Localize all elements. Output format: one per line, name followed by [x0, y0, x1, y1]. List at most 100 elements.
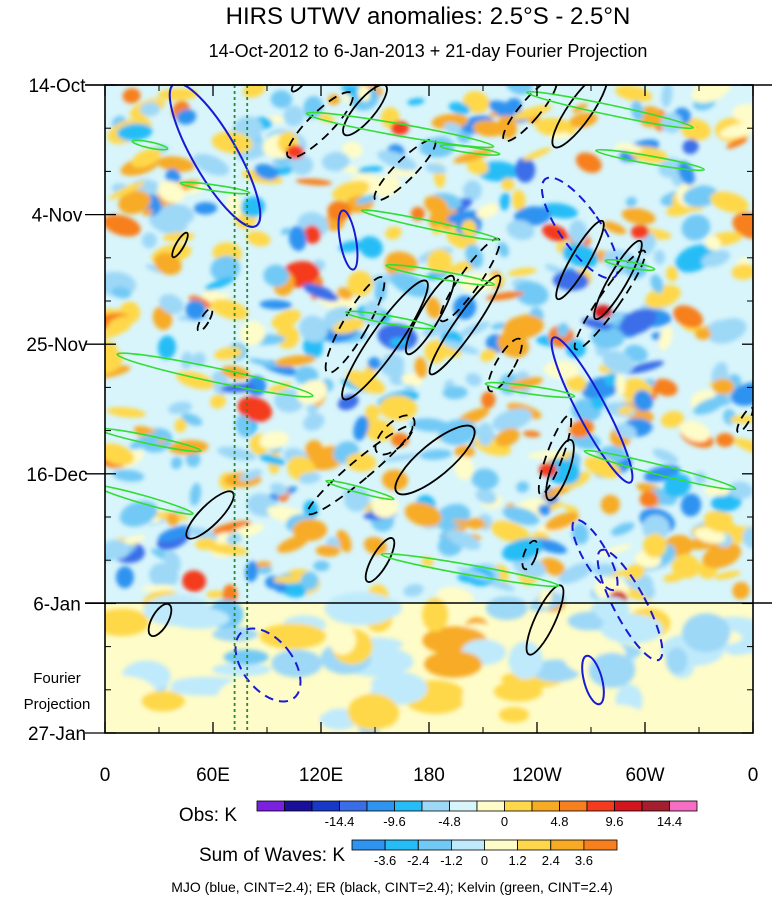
mjo-contour: [596, 548, 664, 662]
colorbar-swatch: [284, 800, 313, 812]
mjo-contour: [581, 654, 605, 706]
kelvin-contour: [305, 111, 495, 149]
anomaly-patch: [193, 202, 218, 215]
kelvin-contour: [325, 479, 395, 501]
projection-patch: [424, 650, 482, 678]
anomaly-patch: [512, 189, 526, 211]
anomaly-patch: [140, 584, 176, 592]
anomaly-patch: [277, 535, 309, 553]
anomaly-patch: [305, 440, 324, 460]
projection-patch: [666, 647, 688, 675]
anomaly-patch: [115, 566, 134, 589]
anomaly-patch: [315, 545, 341, 557]
anomaly-patch: [712, 378, 735, 395]
er-contour: [394, 424, 476, 496]
anomaly-patch: [206, 543, 248, 556]
anomaly-patch: [714, 570, 741, 580]
projection-patch: [251, 714, 273, 733]
anomaly-patch: [122, 88, 141, 104]
anomaly-patch: [346, 370, 386, 394]
anomaly-patch: [246, 231, 271, 247]
colorbar-tick-label: -4.8: [438, 814, 460, 829]
anomaly-patch: [596, 544, 633, 557]
y-tick-label: 25-Nov: [26, 335, 88, 356]
anomaly-patch: [475, 488, 497, 505]
anomaly-patch: [300, 571, 319, 591]
colorbar-tick-label: -2.4: [407, 853, 429, 868]
anomaly-patch: [327, 94, 340, 106]
anomaly-patch: [466, 518, 486, 530]
anomaly-patch: [139, 102, 161, 117]
reference-longitudes: [233, 85, 249, 733]
anomaly-patch: [544, 512, 579, 531]
colorbar-swatch: [484, 839, 518, 851]
anomaly-patch: [673, 305, 704, 328]
anomaly-patch: [343, 486, 370, 512]
projection-patch: [217, 678, 281, 719]
colorbar-swatch: [614, 800, 643, 812]
kelvin-contour: [385, 263, 495, 287]
chart-subtitle: 14-Oct-2012 to 6-Jan-2013 + 21-day Fouri…: [209, 41, 648, 61]
anomaly-patch: [653, 249, 666, 265]
anomaly-patch: [681, 214, 711, 241]
projection-patch: [166, 707, 223, 733]
colorbar-swatch: [669, 800, 698, 812]
anomaly-patch: [274, 355, 316, 367]
x-tick-label: 60E: [196, 765, 230, 786]
anomaly-patch: [465, 244, 484, 269]
anomaly-patch: [295, 178, 333, 186]
anomaly-patch: [590, 326, 625, 349]
er-contour: [525, 584, 565, 656]
colorbar-tick-label: 2.4: [542, 853, 560, 868]
anomaly-patch: [499, 192, 511, 211]
colorbar-tick-label: 14.4: [657, 814, 682, 829]
anomaly-patch: [650, 274, 664, 294]
anomaly-patch: [611, 522, 635, 536]
anomaly-patch: [365, 404, 380, 420]
x-tick-label: 60W: [625, 765, 664, 786]
anomaly-patch: [154, 252, 182, 275]
anomaly-patch: [210, 255, 241, 282]
anomaly-patch: [259, 431, 289, 450]
anomaly-patch: [226, 532, 243, 546]
anomaly-patch: [465, 373, 482, 387]
anomaly-patch: [105, 341, 118, 363]
colorbar-tick-label: -9.6: [383, 814, 405, 829]
y-tick-label: 14-Oct: [28, 76, 86, 97]
er-contour: [551, 85, 609, 149]
colorbar-swatch: [311, 800, 340, 812]
anomaly-patch: [642, 533, 667, 558]
colorbar-swatch: [583, 839, 618, 851]
anomaly-patch: [480, 348, 497, 362]
anomaly-patch: [563, 504, 579, 513]
anomaly-patch: [270, 90, 293, 109]
anomaly-patch: [303, 413, 325, 431]
anomaly-patch: [158, 525, 192, 542]
anomaly-patch: [453, 149, 493, 164]
anomaly-patch: [728, 481, 753, 499]
kelvin-contour: [526, 90, 694, 130]
anomaly-patch: [522, 147, 552, 161]
anomaly-patch: [508, 376, 543, 390]
anomaly-patch: [119, 500, 158, 527]
anomaly-patch: [298, 472, 321, 484]
anomaly-patch: [502, 506, 540, 526]
colorbar-tick-label: 9.6: [605, 814, 623, 829]
projection-patch: [347, 693, 398, 730]
anomaly-patch: [283, 105, 305, 127]
anomaly-patch: [604, 372, 617, 387]
anomaly-patch: [481, 391, 496, 409]
anomaly-patch: [237, 396, 273, 422]
er-contour: [290, 85, 310, 93]
anomaly-patch: [461, 219, 477, 237]
anomaly-patch: [181, 413, 203, 426]
colorbar-swatch: [339, 800, 368, 812]
kelvin-contour: [595, 148, 705, 172]
anomaly-patch: [703, 510, 734, 533]
colorbar-tick-label: -14.4: [325, 814, 355, 829]
anomaly-patch: [732, 212, 753, 239]
colorbar-swatch: [559, 800, 588, 812]
anomaly-patch: [625, 360, 664, 374]
anomaly-patch: [497, 242, 509, 258]
